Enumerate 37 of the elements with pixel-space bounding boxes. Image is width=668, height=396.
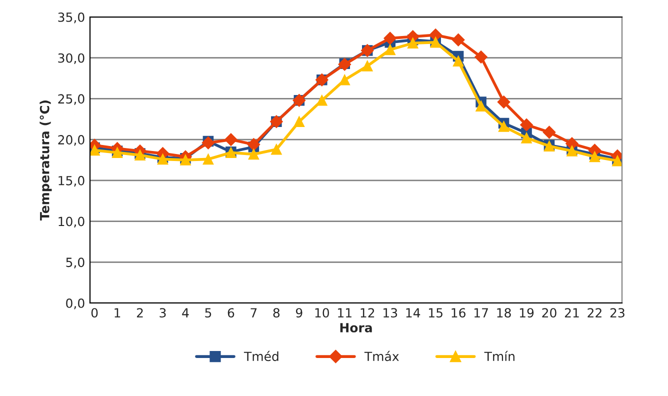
x-tick-label: 7: [250, 308, 257, 318]
x-tick-label: 11: [338, 308, 352, 318]
y-tick-label: 0,0: [66, 298, 84, 310]
x-tick-label: 22: [588, 308, 602, 318]
legend-label: Tmáx: [364, 350, 399, 362]
y-tick-label: 35,0: [58, 12, 84, 24]
x-tick-label: 10: [315, 308, 330, 318]
y-tick-label: 10,0: [58, 216, 84, 228]
x-tick-label: 4: [182, 308, 189, 318]
x-tick-label: 3: [160, 308, 166, 318]
y-tick-label: 25,0: [58, 94, 84, 105]
x-tick-label: 12: [360, 308, 374, 318]
x-tick-label: 9: [296, 308, 302, 318]
legend-label: Tmín: [484, 350, 514, 361]
x-tick-label: 5: [205, 308, 212, 318]
x-tick-label: 18: [497, 308, 511, 318]
x-tick-label: 17: [474, 308, 488, 318]
legend-label: Tméd: [244, 350, 278, 362]
x-tick-label: 0: [91, 308, 98, 318]
x-tick-label: 8: [273, 308, 280, 318]
y-tick-label: 15,0: [58, 176, 84, 187]
y-tick-label: 5,0: [66, 258, 84, 268]
x-tick-label: 13: [384, 308, 398, 318]
x-tick-label: 2: [136, 308, 143, 318]
x-axis-title: Hora: [340, 323, 372, 332]
x-tick-label: 6: [228, 308, 234, 318]
x-tick-label: 21: [564, 308, 579, 318]
x-tick-label: 1: [114, 308, 120, 318]
x-tick-label: 20: [542, 308, 556, 318]
x-tick-label: 23: [610, 308, 624, 318]
x-tick-label: 14: [406, 308, 420, 318]
x-tick-label: 15: [428, 308, 442, 318]
x-tick-label: 19: [520, 308, 534, 318]
y-tick-label: 30,0: [58, 53, 84, 64]
x-tick-label: 16: [452, 308, 466, 318]
y-tick-label: 20,0: [58, 135, 84, 146]
y-axis-title: Temperatura (°C): [40, 100, 52, 220]
